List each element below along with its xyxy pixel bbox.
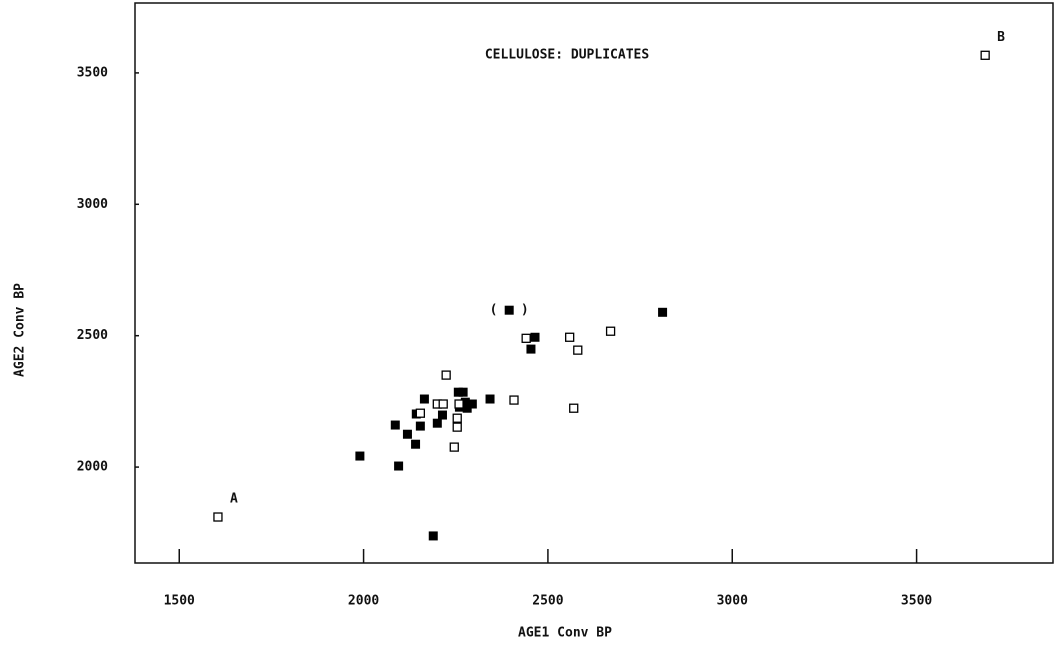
y-tick-label: 2500 bbox=[77, 328, 108, 343]
x-axis-label: AGE1 Conv BP bbox=[518, 626, 612, 641]
y-tick-label: 3000 bbox=[77, 197, 108, 212]
point bbox=[419, 394, 429, 404]
point bbox=[428, 531, 438, 541]
point bbox=[467, 399, 477, 409]
point bbox=[438, 399, 448, 409]
point bbox=[449, 442, 459, 452]
chart-title: CELLULOSE: DUPLICATES bbox=[485, 48, 650, 63]
point bbox=[530, 332, 540, 342]
x-tick-label: 2000 bbox=[348, 594, 379, 609]
point bbox=[452, 422, 462, 432]
point bbox=[452, 413, 462, 423]
point bbox=[573, 345, 583, 355]
point bbox=[454, 399, 464, 409]
annotation: ( ) bbox=[490, 303, 529, 318]
point bbox=[658, 307, 668, 317]
point bbox=[394, 461, 404, 471]
point bbox=[458, 387, 468, 397]
point bbox=[526, 344, 536, 354]
x-tick-label: 3000 bbox=[717, 594, 748, 609]
plot-frame bbox=[134, 2, 1054, 564]
point bbox=[411, 439, 421, 449]
x-tick-label: 2500 bbox=[532, 594, 563, 609]
point bbox=[441, 370, 451, 380]
y-tick-label: 2000 bbox=[77, 460, 108, 475]
point bbox=[390, 420, 400, 430]
point bbox=[569, 403, 579, 413]
annotation: A bbox=[230, 492, 238, 507]
annotation: B bbox=[997, 30, 1005, 45]
point bbox=[432, 418, 442, 428]
point bbox=[437, 410, 447, 420]
point bbox=[415, 421, 425, 431]
x-tick-label: 3500 bbox=[901, 594, 932, 609]
point bbox=[980, 50, 990, 60]
point bbox=[565, 332, 575, 342]
point bbox=[521, 333, 531, 343]
y-tick-label: 3500 bbox=[77, 65, 108, 80]
x-tick-label: 1500 bbox=[164, 594, 195, 609]
point bbox=[509, 395, 519, 405]
point bbox=[485, 394, 495, 404]
point bbox=[355, 451, 365, 461]
point bbox=[213, 512, 223, 522]
point bbox=[402, 429, 412, 439]
point bbox=[415, 408, 426, 418]
y-axis-label: AGE2 Conv BP bbox=[13, 283, 28, 377]
point bbox=[605, 326, 616, 336]
point bbox=[504, 305, 514, 315]
